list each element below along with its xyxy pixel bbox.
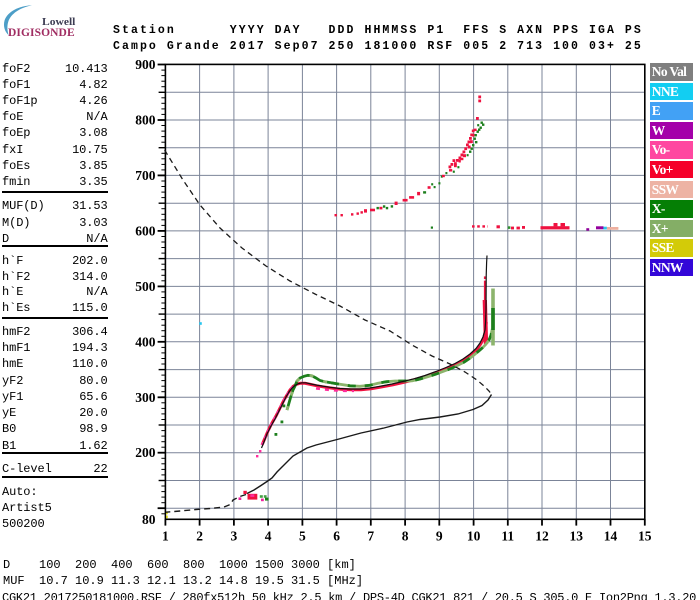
svg-text:8: 8 (402, 529, 409, 544)
svg-text:300: 300 (135, 390, 156, 405)
svg-text:200: 200 (135, 445, 156, 460)
svg-text:700: 700 (135, 168, 156, 183)
svg-text:600: 600 (135, 223, 156, 238)
svg-text:15: 15 (638, 529, 652, 544)
svg-text:4: 4 (265, 529, 272, 544)
svg-text:400: 400 (135, 334, 156, 349)
svg-text:2: 2 (196, 529, 203, 544)
svg-text:11: 11 (501, 529, 514, 544)
svg-text:6: 6 (333, 529, 340, 544)
svg-text:500: 500 (135, 279, 156, 294)
svg-text:80: 80 (142, 512, 156, 527)
svg-text:900: 900 (135, 57, 156, 72)
svg-text:5: 5 (299, 529, 306, 544)
svg-text:12: 12 (535, 529, 549, 544)
svg-text:800: 800 (135, 113, 156, 128)
svg-text:3: 3 (231, 529, 238, 544)
svg-text:13: 13 (570, 529, 584, 544)
svg-text:14: 14 (604, 529, 618, 544)
svg-text:10: 10 (467, 529, 481, 544)
svg-text:1: 1 (162, 529, 169, 544)
svg-text:9: 9 (436, 529, 443, 544)
svg-text:7: 7 (367, 529, 374, 544)
